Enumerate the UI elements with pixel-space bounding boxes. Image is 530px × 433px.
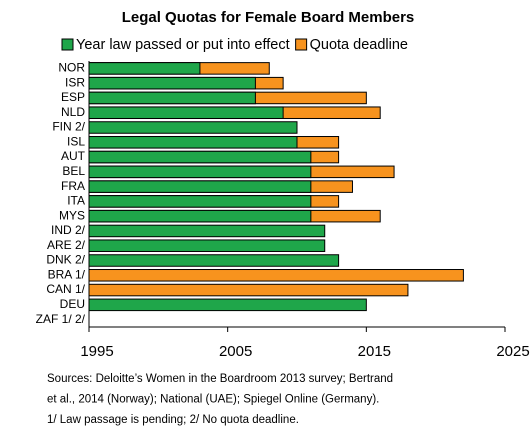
bar xyxy=(88,180,312,193)
chart-title: Legal Quotas for Female Board Members xyxy=(122,9,415,26)
bar xyxy=(88,62,201,75)
y-tick-label: ARE 2/ xyxy=(47,238,86,252)
y-tick-label: FRA xyxy=(61,179,85,193)
bar xyxy=(88,150,312,164)
y-tick-label: NOR xyxy=(58,61,85,75)
y-tick-label: ITA xyxy=(67,194,85,208)
note: et al., 2014 (Norway); National (UAE); S… xyxy=(47,394,379,406)
y-tick-label: ZAF 1/ 2/ xyxy=(36,312,86,326)
y-tick-label: NLD xyxy=(61,105,85,119)
y-tick-label: FIN 2/ xyxy=(52,120,85,134)
bar xyxy=(88,239,326,252)
bar xyxy=(88,165,312,179)
y-tick-label: BRA 1/ xyxy=(48,267,86,281)
x-tick-label: 2005 xyxy=(219,343,252,360)
bar xyxy=(88,224,326,238)
legend-label: Year law passed or put into effect xyxy=(76,37,290,53)
note: Sources: Deloitte’s Women in the Boardro… xyxy=(47,373,393,385)
legend-label: Quota deadline xyxy=(310,37,408,53)
bar xyxy=(88,91,256,105)
y-tick-label: CAN 1/ xyxy=(46,282,85,296)
y-tick-label: MYS xyxy=(59,208,85,222)
note: 1/ Law passage is pending; 2/ No quota d… xyxy=(47,414,299,426)
bar xyxy=(88,209,312,223)
bar xyxy=(88,121,298,134)
bar xyxy=(88,195,312,208)
x-tick-label: 2025 xyxy=(496,343,529,360)
y-tick-label: ISR xyxy=(65,75,85,89)
y-tick-label: DNK 2/ xyxy=(46,253,85,267)
legend-swatch xyxy=(295,38,308,51)
y-tick-label: IND 2/ xyxy=(51,223,86,237)
y-tick-label: ISL xyxy=(67,134,85,148)
bar xyxy=(88,283,409,297)
x-tick-label: 1995 xyxy=(80,343,113,360)
legend-swatch xyxy=(61,38,74,51)
y-tick-label: ESP xyxy=(61,90,85,104)
bar xyxy=(88,298,367,312)
bar xyxy=(88,106,284,119)
bar xyxy=(88,136,298,149)
bar xyxy=(88,269,464,282)
y-tick-label: BEL xyxy=(62,164,85,178)
y-tick-label: DEU xyxy=(60,297,85,311)
bar xyxy=(88,76,256,90)
y-tick-label: AUT xyxy=(61,149,86,163)
bar xyxy=(88,254,340,267)
x-tick-label: 2015 xyxy=(358,343,391,360)
